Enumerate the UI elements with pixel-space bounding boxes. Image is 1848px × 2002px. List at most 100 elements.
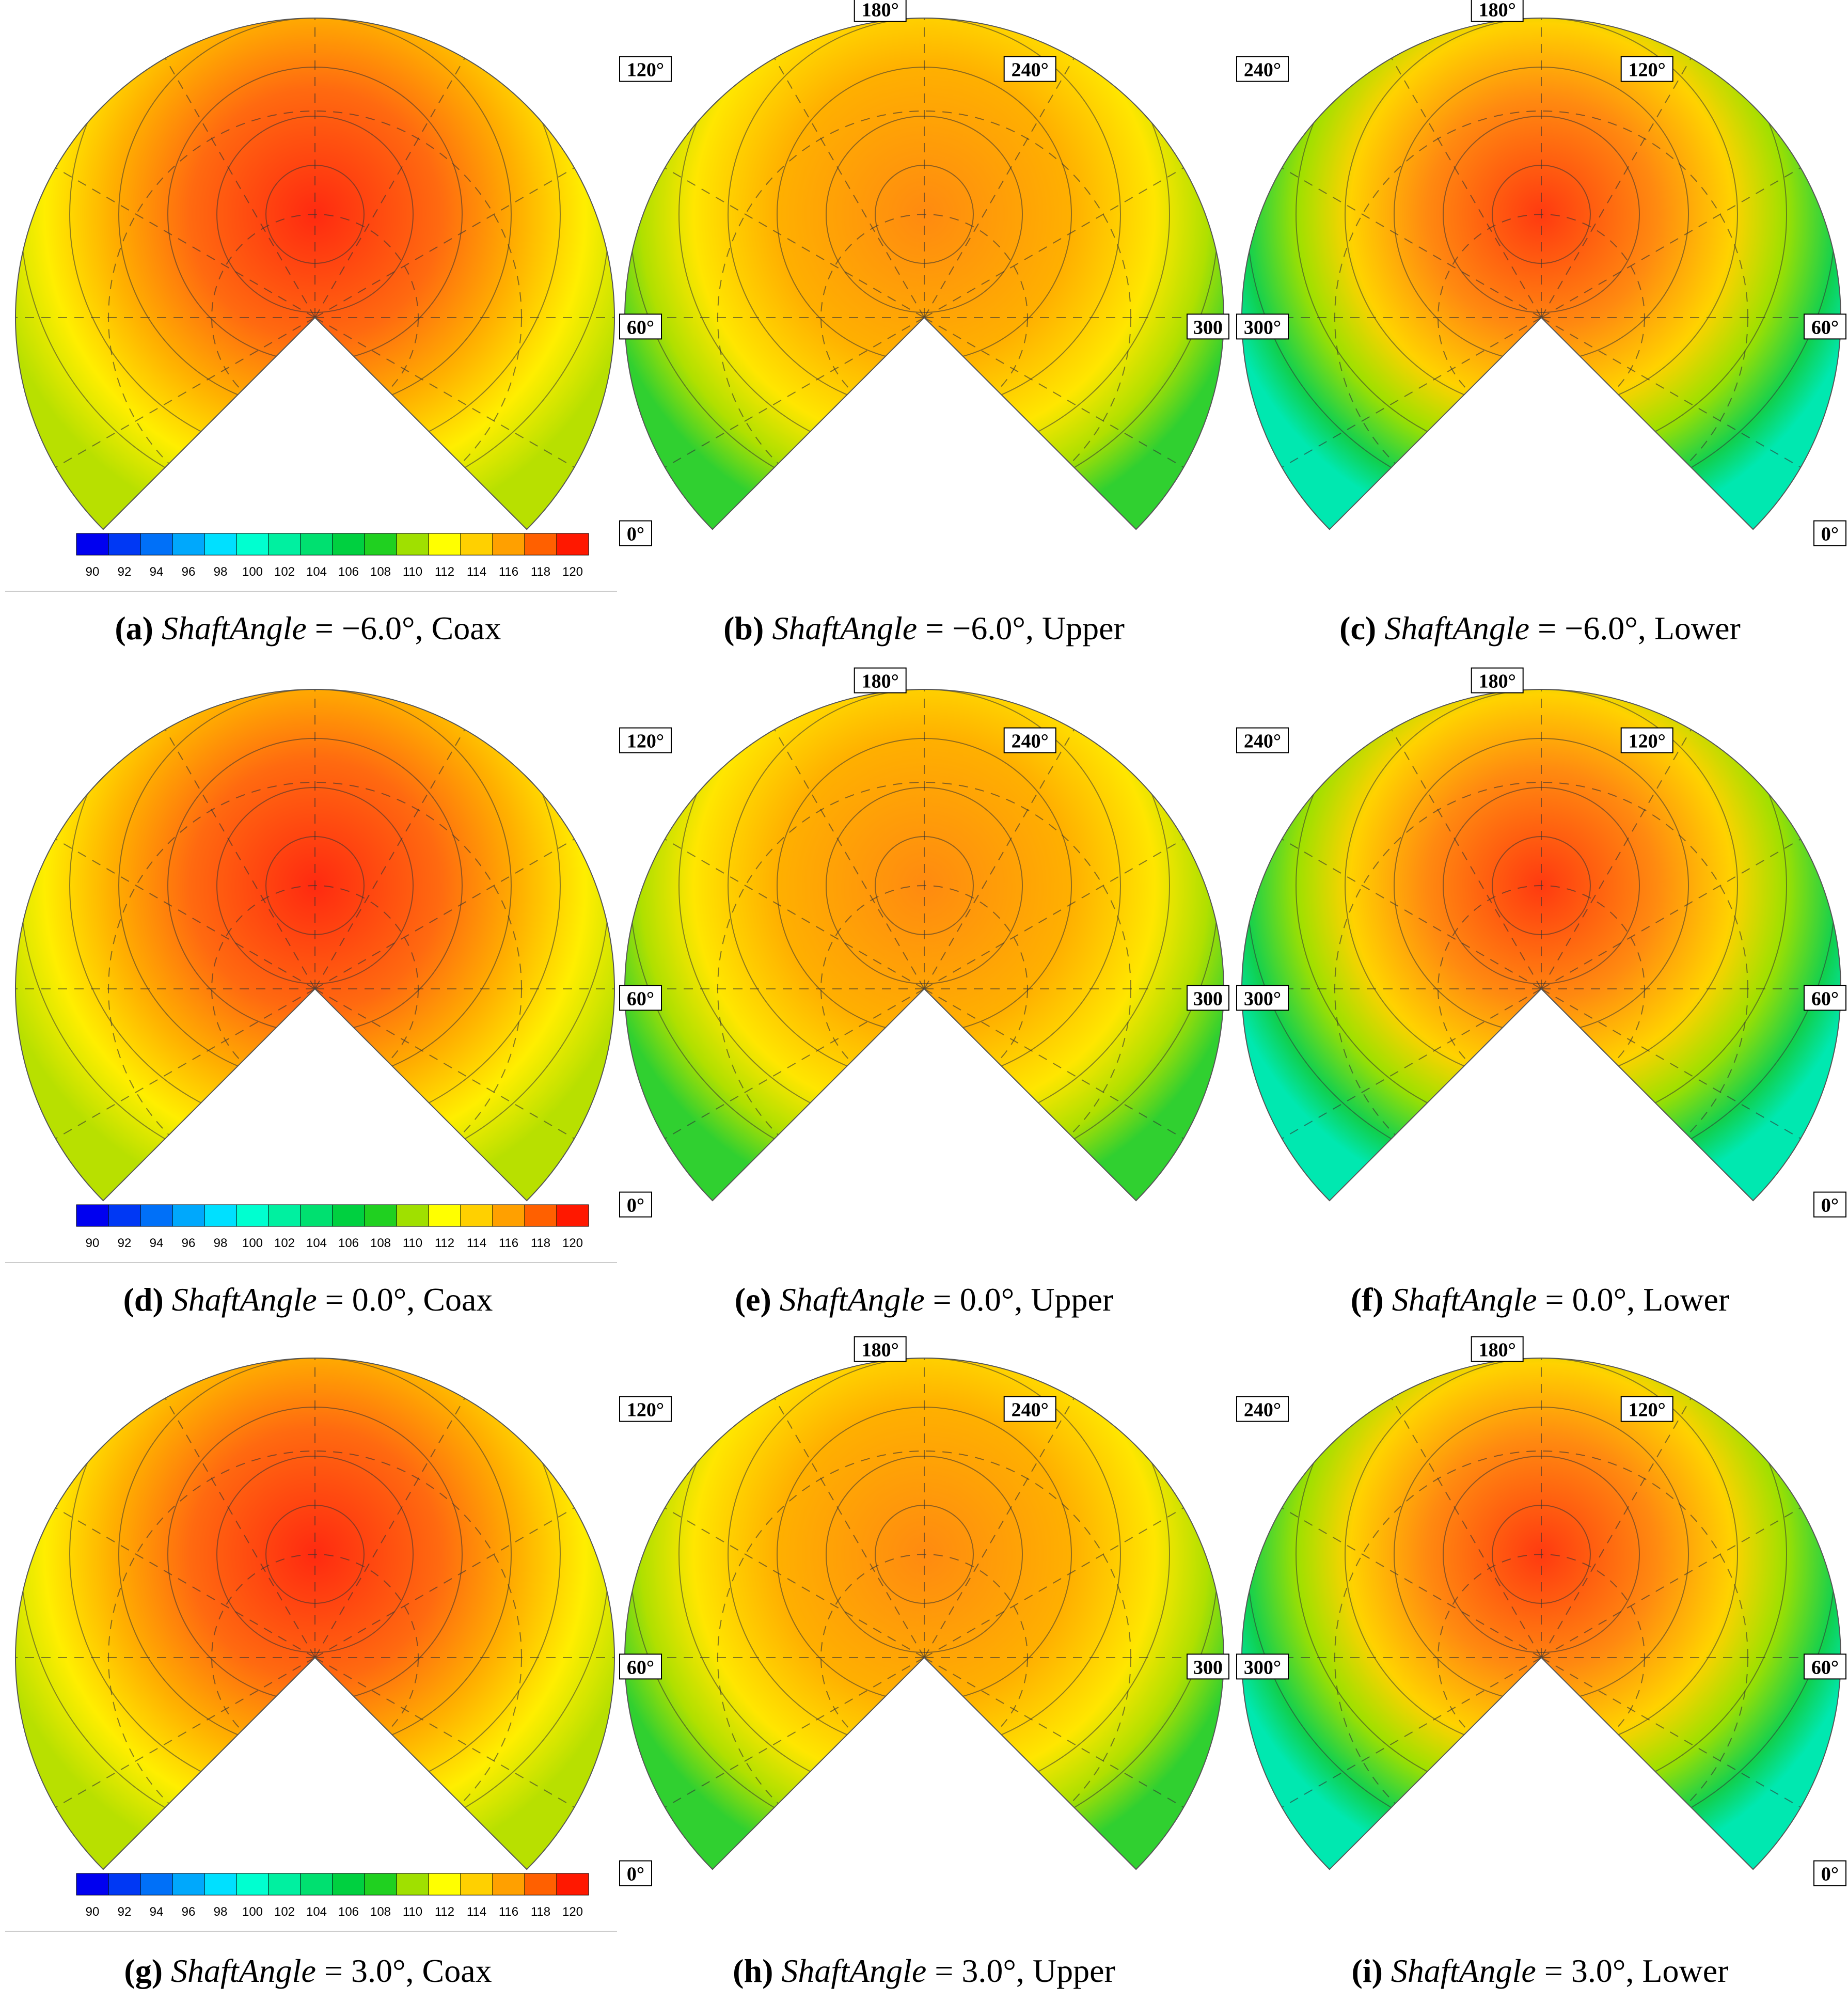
angle-label-text: 0° xyxy=(1821,524,1839,545)
angle-label: 120° xyxy=(1620,727,1673,753)
colorbar-label: 106 xyxy=(338,1905,359,1919)
colorbar-swatch xyxy=(364,1204,397,1227)
angle-label: 240° xyxy=(1236,1396,1289,1422)
colorbar-label: 100 xyxy=(242,1236,263,1250)
angle-label-text: 240° xyxy=(1012,1399,1049,1421)
colorbar-label: 112 xyxy=(435,1905,454,1919)
colorbar-label: 102 xyxy=(274,1905,295,1919)
angle-label: 120° xyxy=(619,56,672,82)
angle-label-text: 0° xyxy=(627,1864,644,1885)
colorbar-swatch xyxy=(172,1873,205,1896)
colorbar-label: 110 xyxy=(403,1236,422,1250)
colorbar-label: 110 xyxy=(403,1905,422,1919)
angle-label-text: 240° xyxy=(1244,1399,1281,1421)
colorbar-label: 108 xyxy=(370,1905,391,1919)
colorbar-swatch xyxy=(428,1873,461,1896)
angle-label-text: 180° xyxy=(862,0,899,21)
angle-label-text: 0° xyxy=(1821,1195,1839,1217)
angle-label: 0° xyxy=(619,520,652,546)
angle-label-text: 120° xyxy=(1629,59,1666,81)
angle-label: 240° xyxy=(1236,727,1289,753)
colorbar: 90 92 94 96 98 100 102 104 106 108 110 112 114 116 118… xyxy=(5,533,617,592)
colorbar-label: 96 xyxy=(182,1905,196,1919)
colorbar-swatch xyxy=(268,533,301,556)
colorbar-swatch xyxy=(300,1873,333,1896)
contour-field xyxy=(1242,18,1841,530)
contour-field xyxy=(15,1358,614,1870)
colorbar-swatch xyxy=(236,1204,269,1227)
caption-text: ShaftAngle = 0.0°, Lower xyxy=(1392,1281,1730,1318)
colorbar-swatch xyxy=(108,1204,141,1227)
colorbar-swatch xyxy=(364,1873,397,1896)
angle-label: 240° xyxy=(1236,56,1289,82)
contour-field xyxy=(15,689,615,1201)
colorbar-label: 92 xyxy=(118,565,132,579)
colorbar-swatch xyxy=(556,1873,589,1896)
angle-label: 240° xyxy=(1003,727,1056,753)
colorbar-label: 114 xyxy=(467,1236,486,1250)
angle-label: 120° xyxy=(1620,1396,1673,1422)
colorbar-label: 118 xyxy=(531,565,550,579)
colorbar-swatch xyxy=(76,1204,109,1227)
colorbar-swatch xyxy=(300,1204,333,1227)
colorbar-swatch xyxy=(236,533,269,556)
colorbar-label: 114 xyxy=(467,1905,486,1919)
caption-letter: (d) xyxy=(123,1281,172,1318)
caption-letter: (c) xyxy=(1339,610,1385,647)
colorbar-label: 120 xyxy=(562,1236,583,1250)
colorbar-swatch xyxy=(140,533,173,556)
angle-label: 60° xyxy=(619,985,662,1011)
caption-text: ShaftAngle = −6.0°, Lower xyxy=(1384,610,1741,647)
angle-label-text: 300 xyxy=(1193,317,1223,338)
plot-h: 180° 120° 240° 60° 300 0° xyxy=(619,1336,1229,1886)
colorbar-swatch xyxy=(524,533,557,556)
colorbar-swatch xyxy=(396,1204,429,1227)
colorbar-swatch xyxy=(140,1873,173,1896)
angle-label-text: 60° xyxy=(627,988,654,1010)
angle-label-text: 300 xyxy=(1193,988,1223,1010)
colorbar-label: 94 xyxy=(150,1905,164,1919)
plot-c: 180° 240° 120° 300° 60° 0° xyxy=(1236,0,1846,546)
colorbar-label: 112 xyxy=(435,565,454,579)
angle-label-text: 60° xyxy=(1811,1657,1839,1678)
angle-label: 300° xyxy=(1236,313,1289,340)
angle-label: 180° xyxy=(1471,667,1524,693)
caption-letter: (h) xyxy=(733,1952,782,1989)
angle-label-text: 60° xyxy=(627,317,654,338)
angle-label-text: 300° xyxy=(1244,317,1281,338)
caption-letter: (f) xyxy=(1350,1281,1392,1318)
colorbar-swatch xyxy=(332,533,365,556)
colorbar-label: 96 xyxy=(182,1236,196,1250)
colorbar-swatch xyxy=(332,1873,365,1896)
colorbar-label: 110 xyxy=(403,565,422,579)
colorbar-swatch xyxy=(556,1204,589,1227)
colorbar-label: 116 xyxy=(499,565,518,579)
angle-label: 60° xyxy=(619,313,662,340)
colorbar-label: 112 xyxy=(435,1236,454,1250)
plot-d: 90 92 94 96 98 100 102 104 106 108 110 112 114 116 118… xyxy=(5,689,617,1263)
angle-label-text: 60° xyxy=(627,1657,654,1678)
colorbar-swatch xyxy=(492,1204,525,1227)
caption-text: ShaftAngle = 3.0°, Coax xyxy=(171,1952,492,1989)
colorbar-swatch xyxy=(204,533,237,556)
angle-label: 120° xyxy=(619,727,672,753)
angle-label-text: 300° xyxy=(1244,1657,1281,1678)
colorbar-label: 100 xyxy=(242,565,263,579)
angle-label-text: 180° xyxy=(862,671,899,692)
colorbar-label: 118 xyxy=(531,1236,550,1250)
angle-label: 180° xyxy=(1471,1336,1524,1362)
colorbar-swatch xyxy=(108,533,141,556)
angle-label-text: 60° xyxy=(1811,988,1839,1010)
colorbar-label: 114 xyxy=(467,565,486,579)
colorbar: 90 92 94 96 98 100 102 104 106 108 110 112 114 116 118… xyxy=(5,1204,617,1263)
contour-field xyxy=(1242,689,1841,1201)
angle-label: 60° xyxy=(1804,313,1846,340)
angle-label-text: 120° xyxy=(627,1399,664,1421)
caption-text: ShaftAngle = −6.0°, Coax xyxy=(161,610,501,647)
angle-label-text: 180° xyxy=(862,1339,899,1361)
angle-label: 0° xyxy=(1813,520,1846,546)
colorbar: 90 92 94 96 98 100 102 104 106 108 110 112 114 116 118… xyxy=(5,1873,617,1932)
plot-i: 180° 240° 120° 300° 60° 0° xyxy=(1236,1336,1846,1886)
plot-e: 180° 120° 240° 60° 300 0° xyxy=(619,667,1229,1218)
